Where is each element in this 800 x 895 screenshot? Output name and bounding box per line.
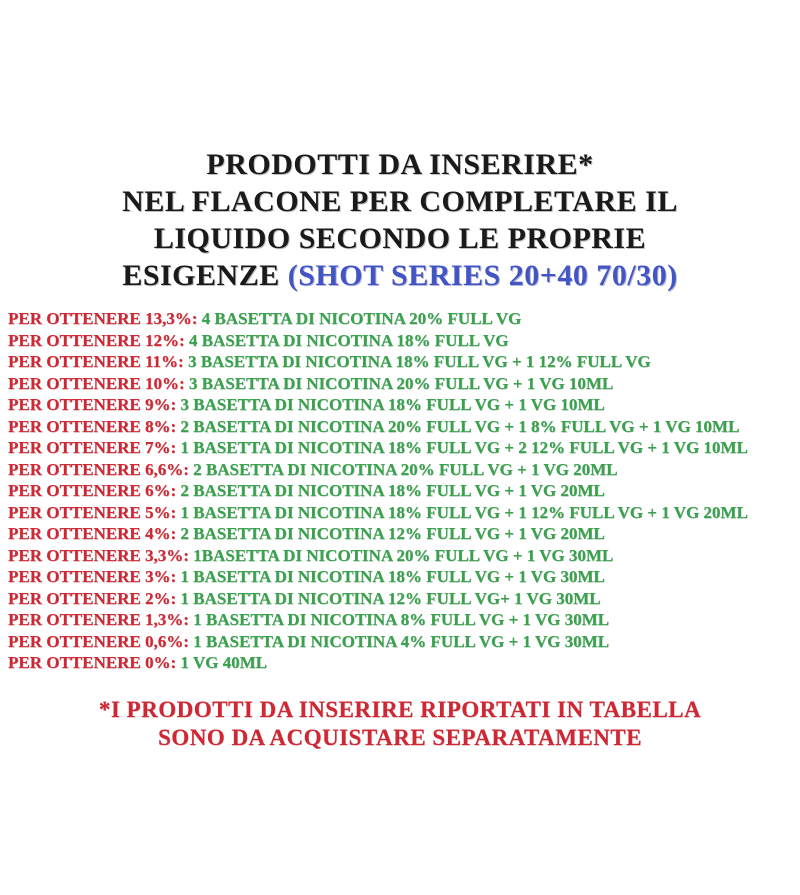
- recipe-target-label: PER OTTENERE 4%:: [8, 524, 177, 543]
- recipe-row: PER OTTENERE 6,6%: 2 BASETTA DI NICOTINA…: [8, 459, 800, 481]
- recipe-target-label: PER OTTENERE 6%:: [8, 481, 177, 500]
- recipe-products-text: 1 BASETTA DI NICOTINA 18% FULL VG + 1 12…: [176, 502, 748, 522]
- recipe-list: PER OTTENERE 13,3%: 4 BASETTA DI NICOTIN…: [0, 308, 800, 674]
- recipe-row: PER OTTENERE 3%: 1 BASETTA DI NICOTINA 1…: [8, 566, 800, 588]
- recipe-products-text: 1 BASETTA DI NICOTINA 4% FULL VG + 1 VG …: [188, 631, 610, 651]
- recipe-row: PER OTTENERE 11%: 3 BASETTA DI NICOTINA …: [8, 351, 800, 373]
- recipe-products-text: 4 BASETTA DI NICOTINA 18% FULL VG: [184, 330, 509, 350]
- page-title: PRODOTTI DA INSERIRE* NEL FLACONE PER CO…: [0, 0, 800, 294]
- recipe-products-text: 2 BASETTA DI NICOTINA 20% FULL VG + 1 8%…: [176, 416, 740, 436]
- recipe-row: PER OTTENERE 6%: 2 BASETTA DI NICOTINA 1…: [8, 480, 800, 502]
- recipe-target-label: PER OTTENERE 10%:: [8, 373, 185, 393]
- recipe-target-label: PER OTTENERE 3%:: [8, 567, 177, 586]
- recipe-target-label: PER OTTENERE 11%:: [8, 352, 184, 371]
- recipe-target-label: PER OTTENERE 1,3%:: [8, 610, 189, 629]
- footnote-line-1: *I PRODOTTI DA INSERIRE RIPORTATI IN TAB…: [98, 696, 702, 722]
- recipe-products-text: 2 BASETTA DI NICOTINA 18% FULL VG + 1 VG…: [176, 481, 605, 500]
- recipe-products-text: 2 BASETTA DI NICOTINA 20% FULL VG + 1 VG…: [188, 459, 618, 479]
- recipe-products-text: 1BASETTA DI NICOTINA 20% FULL VG + 1 VG …: [188, 545, 614, 565]
- recipe-row: PER OTTENERE 5%: 1 BASETTA DI NICOTINA 1…: [8, 502, 800, 524]
- recipe-products-text: 3 BASETTA DI NICOTINA 20% FULL VG + 1 VG…: [184, 373, 614, 393]
- recipe-products-text: 1 BASETTA DI NICOTINA 12% FULL VG+ 1 VG …: [176, 588, 601, 608]
- recipe-target-label: PER OTTENERE 6,6%:: [8, 459, 189, 479]
- title-line-1: PRODOTTI DA INSERIRE*: [206, 148, 594, 181]
- footnote-line-2: SONO DA ACQUISTARE SEPARATAMENTE: [158, 724, 642, 750]
- recipe-target-label: PER OTTENERE 12%:: [8, 330, 185, 350]
- recipe-target-label: PER OTTENERE 7%:: [8, 438, 177, 457]
- recipe-products-text: 2 BASETTA DI NICOTINA 12% FULL VG + 1 VG…: [176, 524, 605, 543]
- recipe-target-label: PER OTTENERE 0%:: [8, 653, 177, 672]
- recipe-target-label: PER OTTENERE 3,3%:: [8, 545, 189, 565]
- title-line-4: ESIGENZE (SHOT SERIES 20+40 70/30): [0, 257, 800, 294]
- recipe-row: PER OTTENERE 2%: 1 BASETTA DI NICOTINA 1…: [8, 588, 800, 610]
- recipe-products-text: 4 BASETTA DI NICOTINA 20% FULL VG: [197, 309, 522, 328]
- recipe-products-text: 1 VG 40ML: [176, 653, 267, 672]
- recipe-row: PER OTTENERE 7%: 1 BASETTA DI NICOTINA 1…: [8, 437, 800, 459]
- recipe-target-label: PER OTTENERE 5%:: [8, 502, 177, 522]
- recipe-products-text: 3 BASETTA DI NICOTINA 18% FULL VG + 1 12…: [183, 352, 651, 371]
- recipe-target-label: PER OTTENERE 2%:: [8, 588, 177, 608]
- recipe-row: PER OTTENERE 3,3%: 1BASETTA DI NICOTINA …: [8, 545, 800, 567]
- title-line-2: NEL FLACONE PER COMPLETARE IL: [122, 185, 678, 218]
- recipe-products-text: 3 BASETTA DI NICOTINA 18% FULL VG + 1 VG…: [176, 395, 605, 414]
- title-line-4-black: ESIGENZE: [122, 259, 288, 292]
- recipe-row: PER OTTENERE 0%: 1 VG 40ML: [8, 652, 800, 674]
- recipe-row: PER OTTENERE 9%: 3 BASETTA DI NICOTINA 1…: [8, 394, 800, 416]
- recipe-row: PER OTTENERE 1,3%: 1 BASETTA DI NICOTINA…: [8, 609, 800, 631]
- recipe-row: PER OTTENERE 8%: 2 BASETTA DI NICOTINA 2…: [8, 416, 800, 438]
- title-line-3: LIQUIDO SECONDO LE PROPRIE: [153, 222, 647, 255]
- recipe-row: PER OTTENERE 0,6%: 1 BASETTA DI NICOTINA…: [8, 631, 800, 653]
- recipe-target-label: PER OTTENERE 0,6%:: [8, 631, 189, 651]
- recipe-target-label: PER OTTENERE 13,3%:: [8, 309, 198, 328]
- recipe-row: PER OTTENERE 13,3%: 4 BASETTA DI NICOTIN…: [8, 308, 800, 330]
- recipe-row: PER OTTENERE 12%: 4 BASETTA DI NICOTINA …: [8, 330, 800, 352]
- recipe-target-label: PER OTTENERE 9%:: [8, 395, 177, 414]
- recipe-products-text: 1 BASETTA DI NICOTINA 18% FULL VG + 2 12…: [176, 438, 748, 457]
- recipe-target-label: PER OTTENERE 8%:: [8, 416, 177, 436]
- title-line-4-shot-series: (SHOT SERIES 20+40 70/30): [287, 259, 678, 292]
- recipe-products-text: 1 BASETTA DI NICOTINA 18% FULL VG + 1 VG…: [176, 567, 605, 586]
- recipe-row: PER OTTENERE 4%: 2 BASETTA DI NICOTINA 1…: [8, 523, 800, 545]
- recipe-products-text: 1 BASETTA DI NICOTINA 8% FULL VG + 1 VG …: [188, 610, 610, 629]
- footnote: *I PRODOTTI DA INSERIRE RIPORTATI IN TAB…: [0, 696, 800, 752]
- recipe-row: PER OTTENERE 10%: 3 BASETTA DI NICOTINA …: [8, 373, 800, 395]
